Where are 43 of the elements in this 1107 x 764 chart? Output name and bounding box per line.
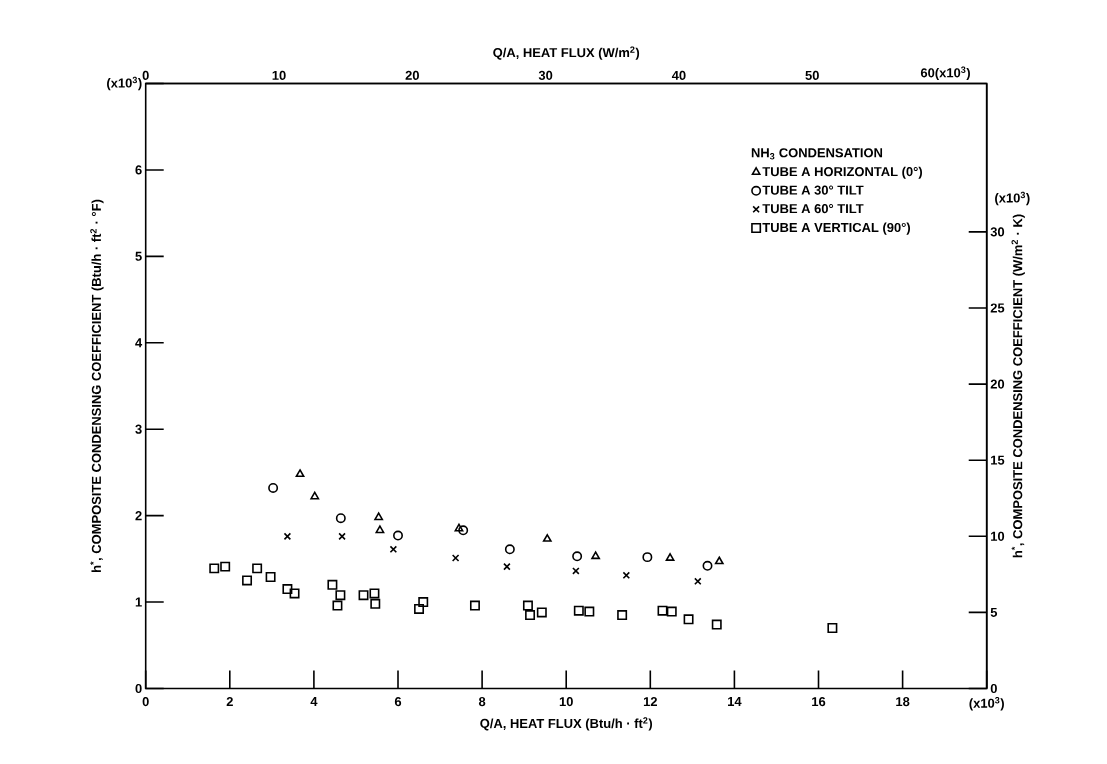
y-tick-label: 2 — [135, 511, 142, 521]
y2-tick-label: 20 — [990, 379, 1005, 389]
y-tick-label: 0 — [135, 683, 142, 694]
y2-tick-label: 0 — [990, 683, 997, 694]
y2-axis-title: h$^{*}$, COMPOSITE CONDENSING COEFFICIENT (W/m$^{2}$ · K) — [1011, 214, 1025, 558]
x-tick-label: 12 — [643, 697, 657, 707]
y-tick-label: 4 — [135, 338, 143, 348]
x2-tick-label: 60(x10$^{3}$) — [920, 66, 970, 80]
y2-tick-label: 10 — [991, 531, 1005, 541]
y-tick-label: (x10$^{3}$) — [107, 76, 142, 91]
x2-tick-label: 20 — [405, 70, 419, 80]
legend-label: TUBE A 60° TILT — [762, 204, 864, 214]
x-tick-label: 6 — [394, 697, 402, 707]
x2-tick-label: 50 — [805, 70, 819, 80]
x-tick-label: 4 — [310, 697, 318, 706]
y2-tick-label: 5 — [990, 607, 998, 617]
y2-tick-label: 25 — [990, 303, 1005, 313]
x-axis-title: Q/A, HEAT FLUX (Btu/h · ft$^{2}$) — [480, 717, 653, 731]
x-tick-label: 16 — [812, 697, 826, 707]
legend-label: TUBE A 30° TILT — [762, 185, 864, 195]
y-tick-label: 5 — [135, 251, 142, 261]
x2-axis-title: Q/A, HEAT FLUX (W/m$^{2}$) — [493, 46, 640, 60]
x-tick-label: 10 — [559, 697, 573, 707]
x-tick-label: 18 — [896, 697, 910, 707]
y-axis-title: h$^{*}$, COMPOSITE CONDENSING COEFFICIENT (Btu/h · ft$^{2}$ · °F) — [90, 199, 104, 572]
x2-tick-label: 0 — [142, 70, 149, 80]
x2-tick-label: 30 — [538, 70, 553, 80]
y-tick-label: 6 — [135, 165, 142, 175]
legend-label: TUBE A HORIZONTAL (0°) — [762, 166, 923, 179]
legend-title: NH$_{3}$ CONDENSATION — [751, 148, 883, 160]
x-tick-label: 8 — [478, 697, 486, 707]
x-tick-label: (x10$^{3}$) — [969, 697, 1004, 711]
y-tick-label: 1 — [135, 597, 142, 607]
legend-label: TUBE A VERTICAL (90°) — [762, 222, 911, 235]
y2-tick-label: 30 — [990, 227, 1005, 237]
x-tick-label: 0 — [142, 697, 149, 707]
y2-tick-label: 15 — [991, 455, 1005, 465]
x-tick-label: 2 — [226, 697, 233, 707]
x2-tick-label: 40 — [671, 70, 686, 80]
x-tick-label: 14 — [728, 697, 742, 706]
x2-tick-label: 10 — [272, 70, 286, 80]
text: (x10$^{3}$) — [995, 191, 1030, 206]
y-tick-label: 3 — [135, 424, 142, 434]
